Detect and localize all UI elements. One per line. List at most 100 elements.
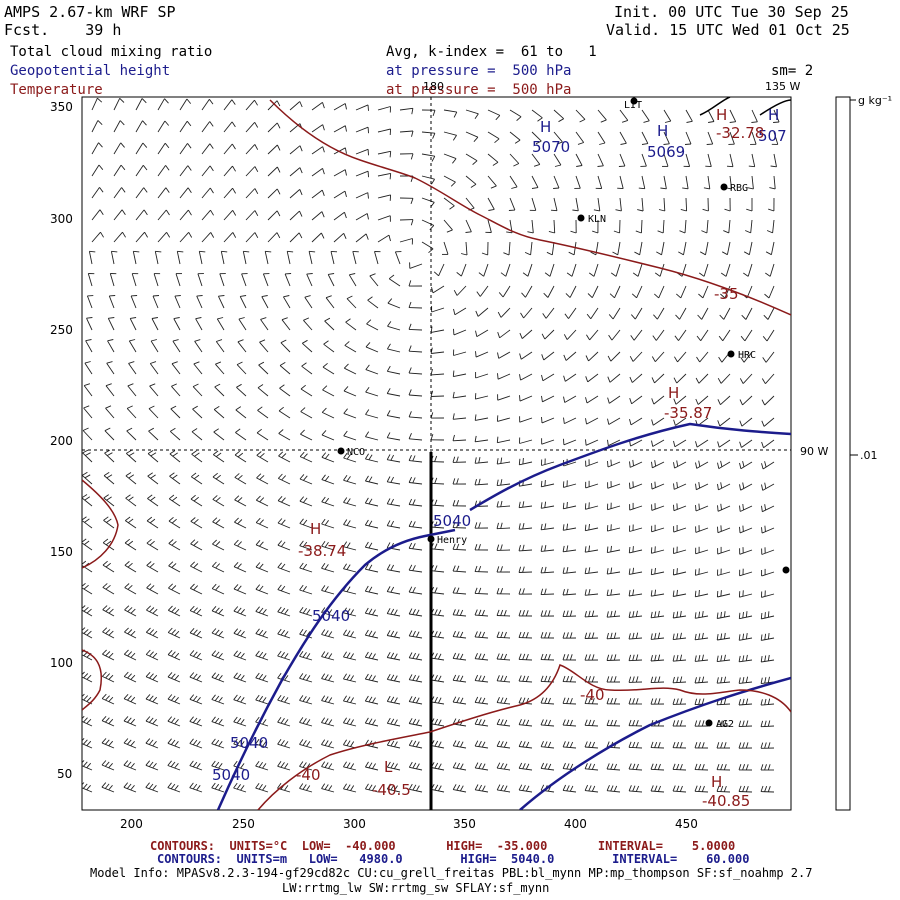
- wind-barb: [196, 295, 203, 309]
- wind-barb: [628, 741, 643, 749]
- wind-barb: [129, 317, 137, 331]
- wind-barb: [179, 98, 192, 111]
- field-geopotential-label: Geopotential height: [10, 63, 171, 79]
- wind-barb: [497, 394, 511, 401]
- wind-barb: [606, 567, 621, 575]
- wind-barb: [641, 131, 649, 145]
- wind-barb: [299, 673, 313, 683]
- wind-barb: [496, 653, 511, 661]
- wind-barb: [300, 429, 313, 441]
- wind-barb: [764, 285, 775, 299]
- wind-barb: [365, 431, 379, 441]
- wind-barb: [255, 628, 269, 639]
- wind-barb: [369, 273, 379, 287]
- wind-barb: [760, 633, 775, 641]
- wind-barb: [587, 285, 599, 299]
- wind-barb: [101, 782, 115, 793]
- wind-barb: [697, 307, 709, 320]
- wind-barb: [167, 760, 181, 771]
- wind-barb: [672, 568, 687, 576]
- wind-barb: [321, 651, 335, 661]
- wind-barb: [303, 317, 313, 331]
- wind-barb: [678, 241, 687, 256]
- wind-barb: [219, 273, 226, 287]
- wind-barb: [135, 165, 148, 177]
- wind-barb: [126, 449, 137, 463]
- wind-barb: [497, 307, 511, 318]
- wind-barb: [739, 460, 753, 470]
- wind-barb: [585, 439, 599, 446]
- valid-time: Valid. 15 UTC Wed 01 Oct 25: [606, 21, 850, 39]
- wind-barb: [698, 285, 709, 299]
- wind-barb: [408, 520, 423, 529]
- wind-barb: [518, 588, 533, 595]
- wind-barb: [540, 610, 555, 617]
- wind-barb: [519, 373, 533, 381]
- wind-barb: [562, 675, 577, 683]
- wind-barb: [584, 697, 599, 705]
- wind-barb: [562, 545, 577, 553]
- wind-barb: [220, 250, 228, 265]
- wind-barb: [168, 583, 181, 595]
- wind-barb: [421, 109, 436, 117]
- wind-barb: [619, 109, 629, 123]
- wind-barb: [277, 495, 291, 507]
- wind-barb: [452, 762, 467, 771]
- wind-barb: [497, 373, 511, 380]
- wind-barb: [630, 329, 643, 341]
- wind-barb: [102, 560, 115, 573]
- wind-barb: [474, 631, 489, 639]
- wind-barb: [101, 738, 115, 749]
- wind-barb: [421, 175, 435, 185]
- wind-barb: [541, 395, 555, 403]
- y-tick-50: 50: [57, 767, 72, 781]
- wind-barb: [433, 263, 445, 277]
- wind-barb: [304, 295, 313, 309]
- wind-barb: [124, 561, 137, 573]
- wind-barb: [628, 610, 643, 618]
- wind-barb: [563, 351, 577, 361]
- wind-barb: [651, 481, 665, 490]
- wind-barb: [147, 472, 159, 485]
- wind-barb: [277, 761, 291, 771]
- wind-barb: [299, 739, 313, 749]
- wind-barb: [629, 524, 643, 532]
- smoothing-label: sm= 2: [771, 63, 814, 79]
- wind-barb: [104, 427, 115, 441]
- wind-barb: [145, 627, 159, 639]
- wind-barb: [168, 539, 181, 551]
- high-marker-3b: H: [768, 106, 779, 124]
- high-value-5069: 5069: [647, 143, 685, 161]
- wind-barb: [257, 406, 269, 419]
- wind-barb: [233, 584, 247, 595]
- wind-barb: [153, 273, 161, 287]
- wind-barb: [211, 716, 225, 727]
- wind-barb: [234, 450, 247, 463]
- wind-barb: [452, 784, 467, 793]
- wind-barb: [386, 630, 401, 639]
- wind-barb: [399, 107, 414, 115]
- wind-barb: [487, 109, 501, 121]
- wind-barb: [738, 590, 753, 598]
- wind-barb: [562, 719, 577, 727]
- wind-barb: [619, 131, 627, 145]
- wind-barb: [386, 761, 401, 771]
- wind-barb: [105, 405, 115, 419]
- wind-barb: [82, 671, 93, 683]
- wind-barb: [343, 541, 357, 551]
- wind-barb: [673, 525, 687, 533]
- wind-barb: [452, 740, 467, 749]
- wind-barb: [716, 742, 731, 749]
- wind-barb: [562, 632, 577, 639]
- colorbar: [835, 96, 851, 811]
- wind-barb: [651, 460, 665, 469]
- x-tick-450: 450: [675, 817, 698, 831]
- wind-barb: [169, 472, 181, 485]
- wind-barb: [452, 630, 467, 639]
- wind-barb: [408, 783, 423, 793]
- wind-barb: [475, 372, 489, 379]
- wind-barb: [289, 145, 303, 155]
- wind-barb: [717, 439, 731, 448]
- wind-barb: [597, 131, 606, 145]
